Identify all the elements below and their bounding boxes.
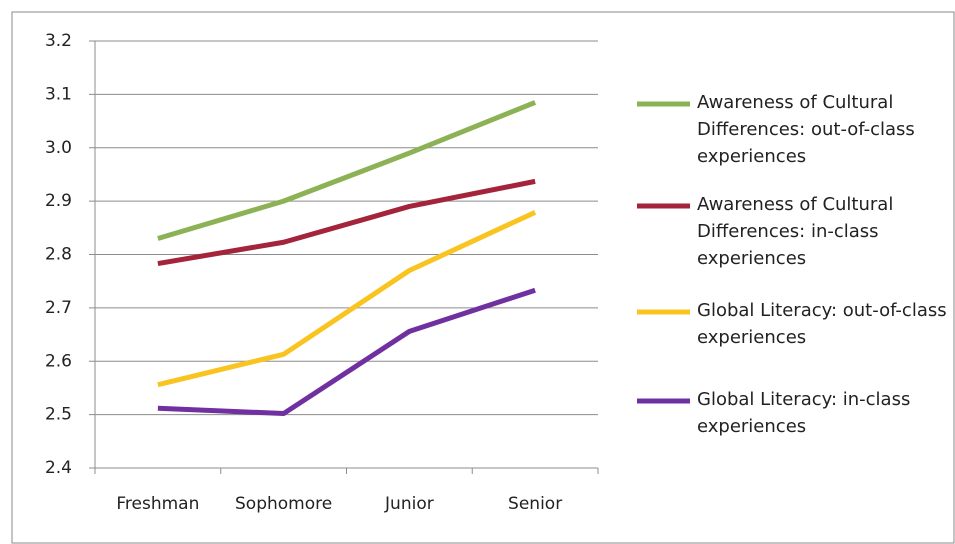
y-tick-label: 2.9 xyxy=(45,191,72,211)
x-tick-label: Senior xyxy=(508,494,562,514)
series-line xyxy=(157,100,537,241)
y-tick-label: 2.7 xyxy=(45,298,72,318)
y-tick-label: 2.6 xyxy=(45,351,72,371)
legend-label: Awareness of Cultural Differences: in-cl… xyxy=(697,194,894,269)
y-tick-label: 3.1 xyxy=(45,84,72,104)
series-line xyxy=(157,287,536,417)
series-line xyxy=(157,210,537,388)
x-tick-label: Freshman xyxy=(116,494,199,514)
series-line xyxy=(157,178,536,267)
y-tick-label: 2.5 xyxy=(45,405,72,425)
y-tick-label: 2.4 xyxy=(45,458,72,478)
x-tick-label: Sophomore xyxy=(235,494,332,514)
y-tick-label: 3.0 xyxy=(45,138,72,158)
chart-border xyxy=(11,11,955,544)
y-tick-label: 3.2 xyxy=(45,31,72,51)
y-tick-label: 2.8 xyxy=(45,245,72,265)
x-tick-label: Junior xyxy=(384,494,434,514)
legend-label: Awareness of Cultural Differences: out-o… xyxy=(697,92,915,167)
legend-label: Global Literacy: out-of-class experience… xyxy=(697,300,947,348)
legend-label: Global Literacy: in-class experiences xyxy=(697,389,911,437)
